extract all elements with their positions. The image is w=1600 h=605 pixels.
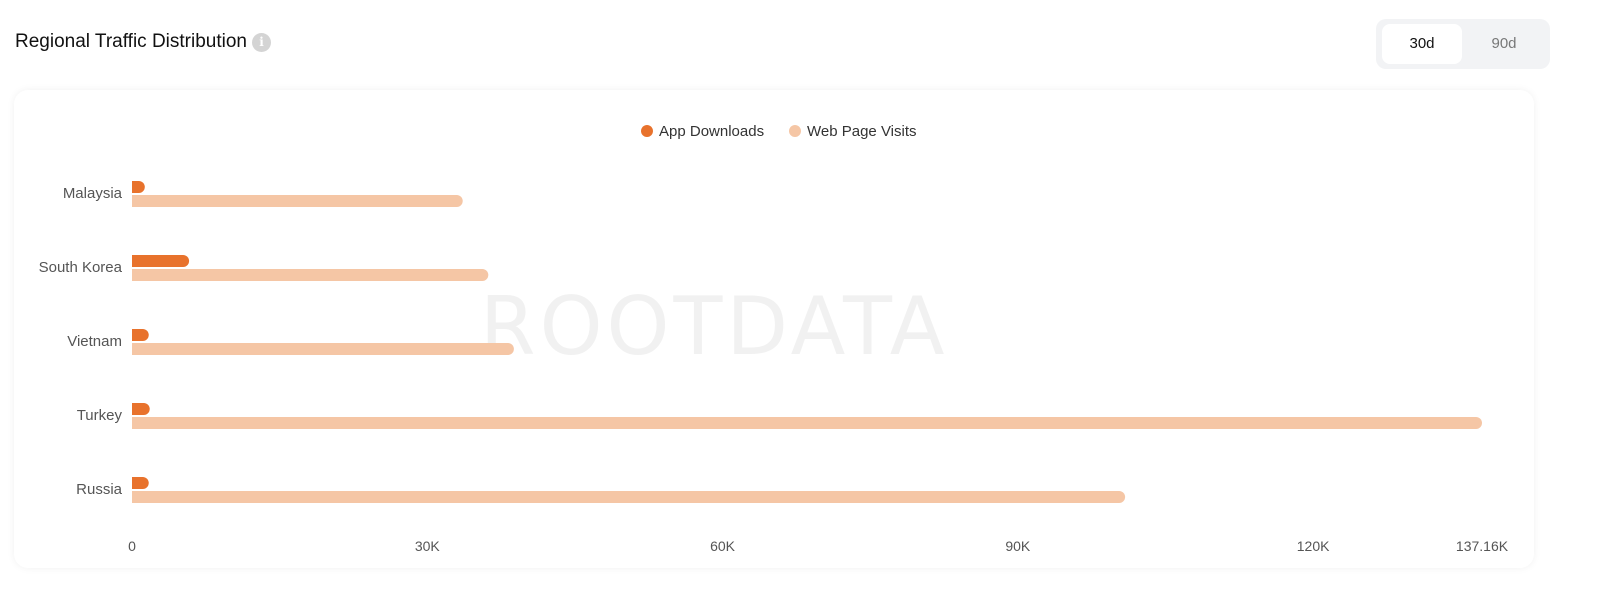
bar-web-page-visits[interactable] [132, 343, 514, 355]
y-tick-label: Vietnam [67, 333, 122, 350]
bar-web-page-visits[interactable] [132, 269, 489, 281]
bar-app-downloads[interactable] [132, 403, 150, 415]
chart-card [14, 90, 1534, 568]
x-tick-label: 137.16K [1456, 538, 1509, 554]
legend-marker[interactable] [641, 125, 653, 137]
y-tick-label: Malaysia [63, 185, 123, 202]
bar-web-page-visits[interactable] [132, 491, 1126, 503]
watermark-logo: ROOTDATA [480, 280, 949, 373]
bar-app-downloads[interactable] [132, 477, 149, 489]
x-tick-label: 120K [1297, 538, 1330, 554]
title-text: Regional Traffic Distribution [15, 31, 247, 52]
page-title: Regional Traffic Distribution i [15, 31, 271, 53]
bar-app-downloads[interactable] [132, 255, 190, 267]
legend-label[interactable]: Web Page Visits [807, 123, 917, 140]
bar-app-downloads[interactable] [132, 329, 149, 341]
y-tick-label: Turkey [77, 407, 123, 424]
legend-label[interactable]: App Downloads [659, 123, 764, 140]
range-90d-button[interactable]: 90d [1491, 35, 1517, 52]
bar-web-page-visits[interactable] [132, 195, 463, 207]
range-toggle: 30d 90d [1376, 19, 1550, 69]
x-tick-label: 60K [710, 538, 736, 554]
y-tick-label: Russia [76, 481, 123, 498]
x-tick-label: 0 [128, 538, 136, 554]
bar-web-page-visits[interactable] [132, 417, 1482, 429]
y-tick-label: South Korea [39, 259, 123, 276]
legend-marker[interactable] [789, 125, 801, 137]
x-tick-label: 30K [415, 538, 441, 554]
bar-app-downloads[interactable] [132, 181, 145, 193]
info-icon[interactable]: i [251, 32, 271, 52]
x-tick-label: 90K [1005, 538, 1031, 554]
range-30d-button[interactable]: 30d [1382, 24, 1462, 64]
